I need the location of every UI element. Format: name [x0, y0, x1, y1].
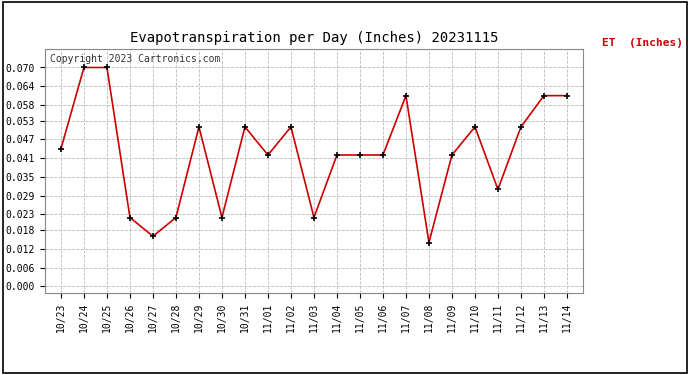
- Text: ET  (Inches): ET (Inches): [602, 38, 683, 48]
- Title: Evapotranspiration per Day (Inches) 20231115: Evapotranspiration per Day (Inches) 2023…: [130, 31, 498, 45]
- Text: Copyright 2023 Cartronics.com: Copyright 2023 Cartronics.com: [50, 54, 221, 64]
